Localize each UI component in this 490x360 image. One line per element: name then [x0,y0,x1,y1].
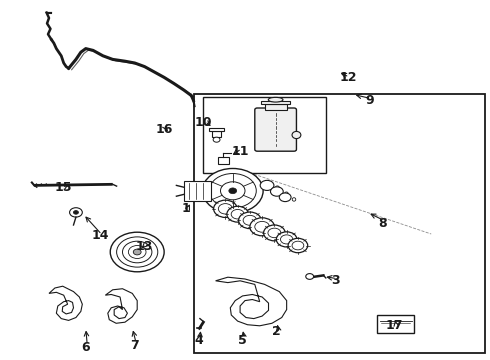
Circle shape [128,246,146,258]
Polygon shape [49,286,82,320]
Bar [261,101,290,104]
Bar [218,157,229,164]
Ellipse shape [292,131,301,139]
Text: 10: 10 [195,116,212,129]
Text: 13: 13 [136,240,153,253]
Text: 7: 7 [130,339,139,352]
Text: 16: 16 [155,123,173,136]
Circle shape [288,238,308,253]
Circle shape [213,137,220,142]
Circle shape [231,210,244,219]
Ellipse shape [269,98,283,102]
Bar [194,94,485,353]
Circle shape [219,204,232,214]
Polygon shape [216,277,287,326]
Bar [212,131,221,137]
Ellipse shape [275,186,279,190]
Circle shape [255,221,270,232]
Circle shape [227,206,248,222]
Text: 9: 9 [366,94,374,107]
Circle shape [70,208,82,217]
Text: 5: 5 [238,334,247,347]
Circle shape [250,218,274,236]
Text: 14: 14 [92,229,109,242]
Bar [184,181,211,201]
Text: 15: 15 [55,181,73,194]
Ellipse shape [285,192,288,196]
Text: 4: 4 [194,334,203,347]
Circle shape [279,193,291,202]
Circle shape [214,200,237,217]
Ellipse shape [292,198,296,201]
Text: 6: 6 [81,341,90,354]
Circle shape [209,174,256,208]
Circle shape [74,211,78,214]
Circle shape [280,235,293,244]
Text: 3: 3 [331,274,340,287]
Circle shape [117,237,158,267]
Circle shape [243,215,257,225]
FancyBboxPatch shape [255,108,296,151]
Circle shape [110,232,164,272]
Circle shape [270,187,283,196]
Text: 17: 17 [386,319,403,332]
Circle shape [202,168,263,213]
Circle shape [264,225,285,241]
Text: 12: 12 [339,71,357,84]
Circle shape [292,241,304,250]
Circle shape [220,182,245,200]
Bar [265,104,287,110]
Text: 1: 1 [182,202,191,215]
Circle shape [122,241,152,263]
Text: 8: 8 [378,217,387,230]
Circle shape [229,188,237,194]
Circle shape [276,232,297,247]
Circle shape [306,274,314,279]
Text: 2: 2 [272,325,281,338]
Circle shape [133,249,141,255]
Circle shape [239,212,261,229]
Circle shape [268,228,281,238]
Bar [203,97,326,173]
Bar [209,128,224,131]
Text: 11: 11 [231,145,249,158]
Circle shape [260,180,274,190]
Bar [377,315,414,333]
Polygon shape [105,289,137,323]
